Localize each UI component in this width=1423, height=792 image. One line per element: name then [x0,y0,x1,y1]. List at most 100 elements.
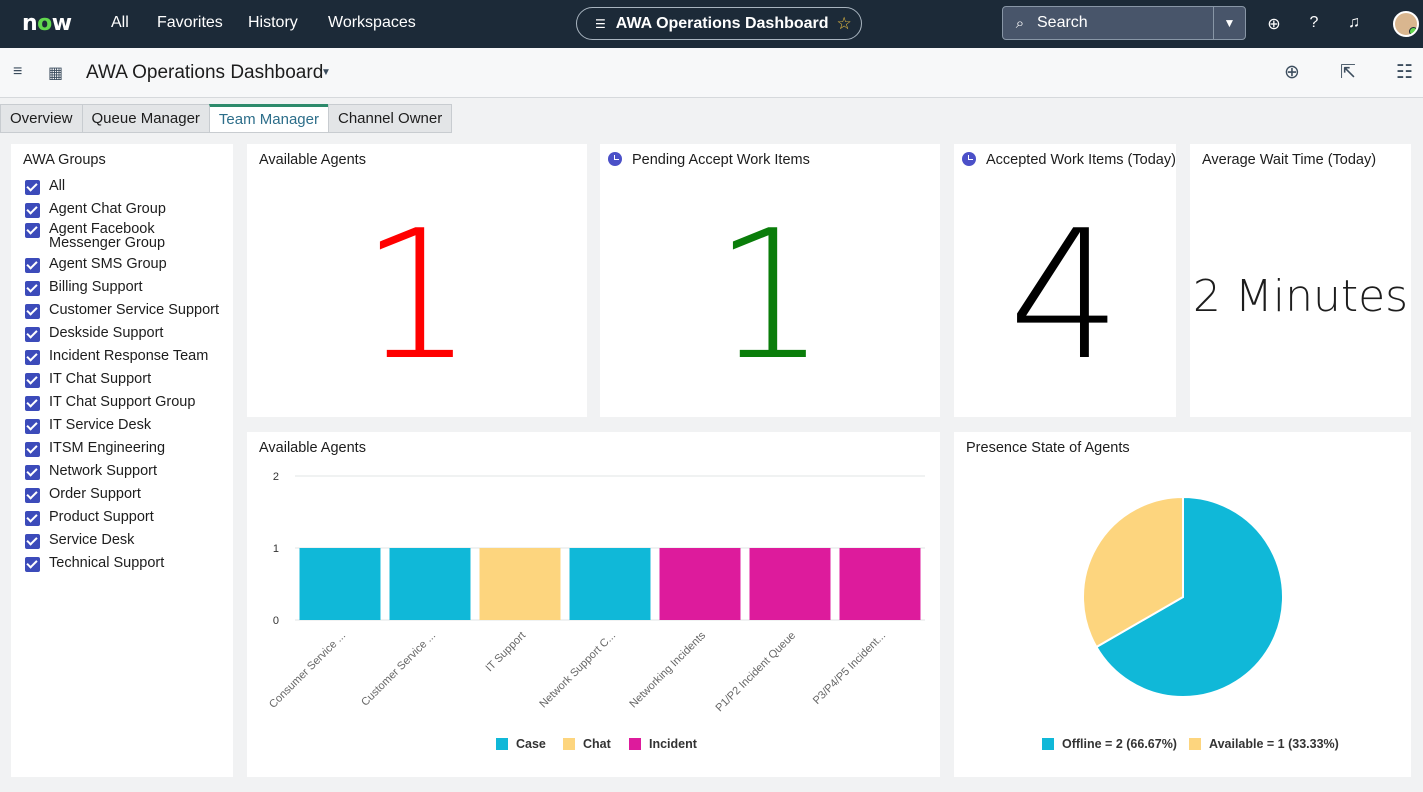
score-value[interactable]: 1 [360,192,474,399]
available-agents-card: Available Agents 1 [247,144,587,417]
x-tick-label: Network Support C... [537,630,618,711]
help-icon[interactable]: ? [1309,14,1319,31]
available-agents-chart-card: Available Agents 0 1 2 Consumer Service ...… [247,432,940,777]
group-checkbox-item[interactable]: Customer Service Support [25,301,230,324]
legend-case[interactable]: Case [496,737,546,751]
legend-available[interactable]: Available = 1 (33.33%) [1189,737,1339,751]
checkbox[interactable] [25,281,40,296]
group-label: Order Support [49,486,141,502]
score-value[interactable]: 2 Minutes [1192,271,1409,322]
group-label: Agent Chat Group [49,201,166,217]
group-checkbox-item[interactable]: IT Chat Support Group [25,393,230,416]
score-value[interactable]: 4 [1008,192,1122,399]
star-icon[interactable]: ☆ [836,13,852,33]
pie-slice-available[interactable] [1082,495,1184,649]
group-checkbox-item[interactable]: Technical Support [25,554,230,577]
group-checkbox-item[interactable]: IT Service Desk [25,416,230,439]
group-label: Incident Response Team [49,348,209,364]
checkbox[interactable] [25,180,40,195]
checkbox[interactable] [25,396,40,411]
checkbox[interactable] [25,511,40,526]
dashboard-pill[interactable]: ☰ AWA Operations Dashboard ☆ [576,7,862,40]
x-tick-label: Networking Incidents [627,629,708,710]
group-checkbox-item[interactable]: Agent Facebook Messenger Group [25,222,230,257]
group-label: IT Chat Support Group [49,394,196,410]
share-icon[interactable]: ⇱ [1340,62,1356,83]
global-search[interactable]: ⌕ Search ▼ [1002,6,1246,40]
group-label: IT Chat Support [49,371,152,387]
nav-history[interactable]: History [248,14,298,31]
checkbox[interactable] [25,557,40,572]
y-tick-label: 2 [273,471,279,483]
accepted-work-items-card: Accepted Work Items (Today) 4 [954,144,1176,417]
tab-channel-owner[interactable]: Channel Owner [327,104,453,133]
legend-offline[interactable]: Offline = 2 (66.67%) [1042,737,1177,751]
checkbox[interactable] [25,350,40,365]
group-label: All [49,178,66,194]
group-label: ITSM Engineering [49,440,166,456]
group-label: Agent Facebook Messenger Group [49,221,166,251]
grid-icon[interactable]: ▦ [48,65,64,82]
servicenow-logo[interactable]: now [22,11,72,36]
group-label: Billing Support [49,279,143,295]
legend-chat[interactable]: Chat [563,737,611,751]
group-checkbox-item[interactable]: Incident Response Team [25,347,230,370]
chevron-down-icon[interactable]: ▼ [1213,7,1245,39]
group-checkbox-item[interactable]: ITSM Engineering [25,439,230,462]
checkbox[interactable] [25,258,40,273]
nav-favorites[interactable]: Favorites [157,14,223,31]
bar[interactable] [479,548,561,620]
group-checkbox-item[interactable]: All [25,177,230,200]
checkbox[interactable] [25,203,40,218]
checkbox[interactable] [25,304,40,319]
group-checkbox-item[interactable]: Product Support [25,508,230,531]
group-checkbox-item[interactable]: IT Chat Support [25,370,230,393]
bell-icon[interactable]: ♫ [1348,14,1360,31]
tab-team-manager[interactable]: Team Manager [208,104,329,133]
group-checkbox-item[interactable]: Order Support [25,485,230,508]
score-value[interactable]: 1 [713,192,827,399]
group-checkbox-item[interactable]: Deskside Support [25,324,230,347]
bar-chart: 0 1 2 Consumer Service ... Customer Service … [267,471,925,714]
checkbox[interactable] [25,465,40,480]
group-checkbox-item[interactable]: Billing Support [25,278,230,301]
search-input[interactable]: Search [1037,14,1088,31]
bar[interactable] [389,548,471,620]
group-label: Product Support [49,509,154,525]
card-title: Pending Accept Work Items [632,152,810,168]
checkbox[interactable] [25,419,40,434]
group-checkbox-item[interactable]: Service Desk [25,531,230,554]
bar[interactable] [749,548,831,620]
nav-workspaces[interactable]: Workspaces [328,14,416,31]
legend-label: Offline = 2 (66.67%) [1062,737,1177,751]
checkbox[interactable] [25,223,40,238]
group-checkbox-item[interactable]: Agent Chat Group [25,200,230,223]
nav-all[interactable]: All [111,14,129,31]
chevron-down-icon[interactable]: ▼ [321,67,331,78]
bar[interactable] [659,548,741,620]
bar[interactable] [299,548,381,620]
search-icon: ⌕ [1015,14,1025,32]
legend-incident[interactable]: Incident [629,737,697,751]
avatar[interactable] [1393,11,1419,37]
pie-slice-offline[interactable] [1095,495,1284,698]
add-icon[interactable]: ⊕ [1284,62,1300,83]
pending-accept-card: Pending Accept Work Items 1 [600,144,940,417]
checkbox[interactable] [25,534,40,549]
globe-icon[interactable]: ⊕ [1267,16,1281,33]
menu-icon[interactable]: ≡ [13,63,23,80]
checkbox[interactable] [25,442,40,457]
average-wait-time-card: Average Wait Time (Today) 2 Minutes [1190,144,1411,417]
bar[interactable] [839,548,921,620]
checkbox[interactable] [25,488,40,503]
bar[interactable] [569,548,651,620]
page-title: AWA Operations Dashboard [86,62,324,83]
tab-queue-manager[interactable]: Queue Manager [81,104,210,133]
checkbox[interactable] [25,327,40,342]
group-checkbox-item[interactable]: Agent SMS Group [25,255,230,278]
group-checkbox-item[interactable]: Network Support [25,462,230,485]
checkbox[interactable] [25,373,40,388]
filter-settings-icon[interactable]: ☷ [1396,62,1414,83]
tab-overview[interactable]: Overview [0,104,83,133]
x-tick-label: Customer Service ... [359,630,438,709]
